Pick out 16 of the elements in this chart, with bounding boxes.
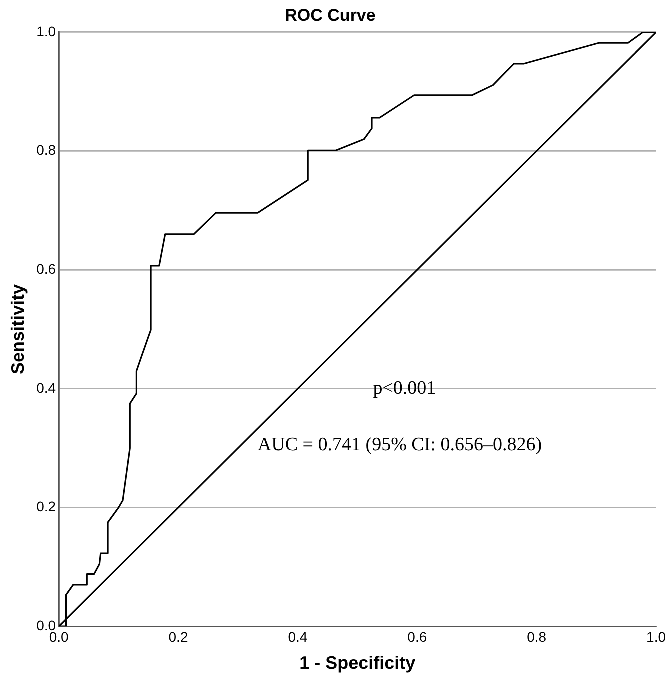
y-axis-title: Sensitivity [8, 284, 28, 375]
y-tick-label: 0.0 [36, 617, 56, 634]
y-tick-label: 1.0 [36, 23, 56, 40]
x-tick-label: 0.8 [527, 628, 547, 645]
x-tick-label: 1.0 [646, 628, 666, 645]
y-tick-label: 0.8 [36, 142, 56, 158]
annotation: p<0.001 [373, 378, 436, 399]
x-tick-label: 0.4 [288, 628, 308, 645]
chart-title: ROC Curve [285, 6, 376, 25]
x-axis-title: 1 - Specificity [300, 653, 416, 674]
y-tick-label: 0.2 [36, 498, 56, 515]
annotation: AUC = 0.741 (95% CI: 0.656–0.826) [258, 434, 542, 456]
x-tick-label: 0.6 [408, 628, 428, 645]
y-tick-label: 0.4 [36, 380, 56, 396]
x-tick-label: 0.2 [168, 628, 188, 645]
y-tick-label: 0.6 [36, 260, 56, 277]
